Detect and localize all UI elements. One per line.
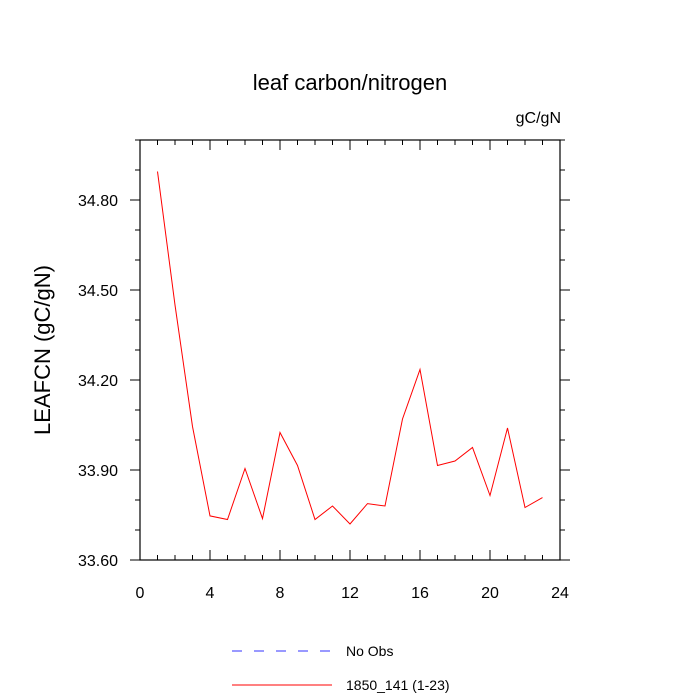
- y-tick-label: 34.50: [78, 283, 118, 300]
- x-tick-label: 12: [341, 585, 359, 602]
- y-tick-label: 33.60: [78, 553, 118, 570]
- x-tick-label: 20: [481, 585, 499, 602]
- x-tick-label: 4: [206, 585, 215, 602]
- series-line: [157, 171, 543, 525]
- series-group: [157, 171, 543, 525]
- y-tick-label: 34.80: [78, 193, 118, 210]
- legend: No Obs 1850_141 (1-23): [232, 643, 450, 693]
- x-tick-label: 24: [551, 585, 569, 602]
- x-tick-label: 0: [136, 585, 145, 602]
- legend-label: No Obs: [346, 643, 393, 659]
- units-label: gC/gN: [516, 110, 561, 127]
- axis-ticks: 0 4 8 12 16 20 24 33.60 33.90 34.20 34.50 34.80: [78, 139, 570, 602]
- x-tick-label: 16: [411, 585, 429, 602]
- y-tick-label: 33.90: [78, 463, 118, 480]
- plot-frame: [139, 139, 561, 561]
- chart-title: leaf carbon/nitrogen: [253, 70, 447, 95]
- x-tick-label: 8: [276, 585, 285, 602]
- y-axis-label: LEAFCN (gC/gN): [30, 265, 55, 435]
- legend-label: 1850_141 (1-23): [346, 677, 450, 693]
- y-tick-label: 34.20: [78, 373, 118, 390]
